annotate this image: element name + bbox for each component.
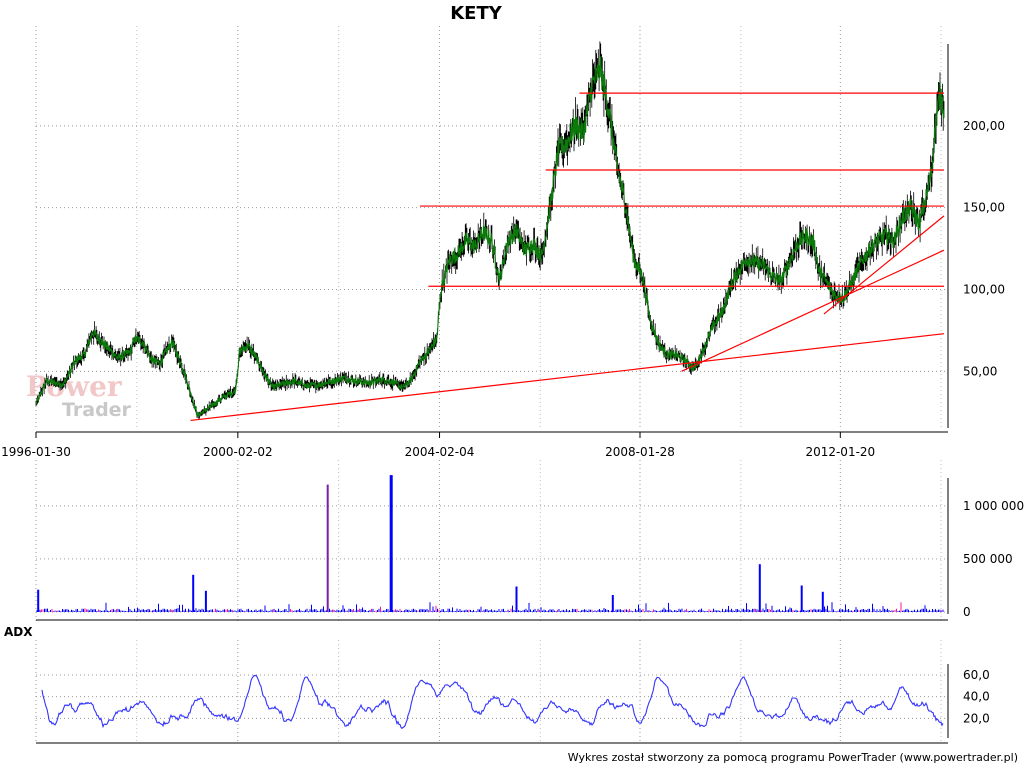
x-tick-label: 2008-01-28	[605, 445, 675, 459]
volume-spike-bar	[205, 591, 207, 612]
x-tick-label: 2012-01-20	[805, 445, 875, 459]
adx-y-tick-label: 40,0	[963, 690, 990, 704]
volume-spike-bar	[759, 564, 761, 612]
axes-layer	[36, 44, 948, 743]
watermark-logo: Power Trader	[26, 370, 132, 421]
volume-spike-bar	[801, 586, 803, 613]
adx-panel-title: ADX	[4, 625, 33, 639]
volume-spike-bar	[612, 595, 614, 612]
price-y-tick-label: 150,00	[963, 201, 1005, 215]
volume-spike-bar	[192, 575, 194, 612]
adx-y-tick-label: 60,0	[963, 668, 990, 682]
tick-labels: 1996-01-30 2000-02-02 2004-02-04 2008-01-28…	[1, 119, 1024, 725]
footer-credit: Wykres został stworzony za pomocą progra…	[568, 751, 1018, 764]
trend-line	[191, 334, 944, 421]
adx-line	[42, 675, 943, 728]
volume-spike-bar	[37, 590, 39, 612]
logo-line2: Trader	[62, 399, 132, 421]
volume-spike-bar	[390, 475, 393, 612]
price-y-tick-label: 200,00	[963, 119, 1005, 133]
volume-spike-bar	[516, 587, 518, 613]
adx-series	[42, 675, 943, 728]
x-tick-label: 1996-01-30	[1, 445, 71, 459]
volume-y-tick-label: 500 000	[963, 552, 1013, 566]
price-y-tick-label: 50,00	[963, 364, 997, 378]
price-series	[36, 41, 944, 418]
price-range-bars	[36, 41, 944, 418]
x-tick-label: 2000-02-02	[203, 445, 273, 459]
price-y-tick-label: 100,00	[963, 283, 1005, 297]
volume-spike-bar	[822, 592, 824, 612]
volume-bars	[37, 475, 943, 612]
volume-spike-bar	[327, 485, 329, 612]
grid-layer	[36, 26, 948, 742]
x-tick-label: 2004-02-04	[405, 445, 475, 459]
price-line	[36, 56, 944, 417]
adx-y-tick-label: 20,0	[963, 711, 990, 725]
volume-bar-group	[37, 602, 943, 612]
volume-y-tick-label: 0	[963, 605, 971, 619]
volume-y-tick-label: 1 000 000	[963, 499, 1024, 513]
chart-title: KETY	[450, 3, 503, 24]
